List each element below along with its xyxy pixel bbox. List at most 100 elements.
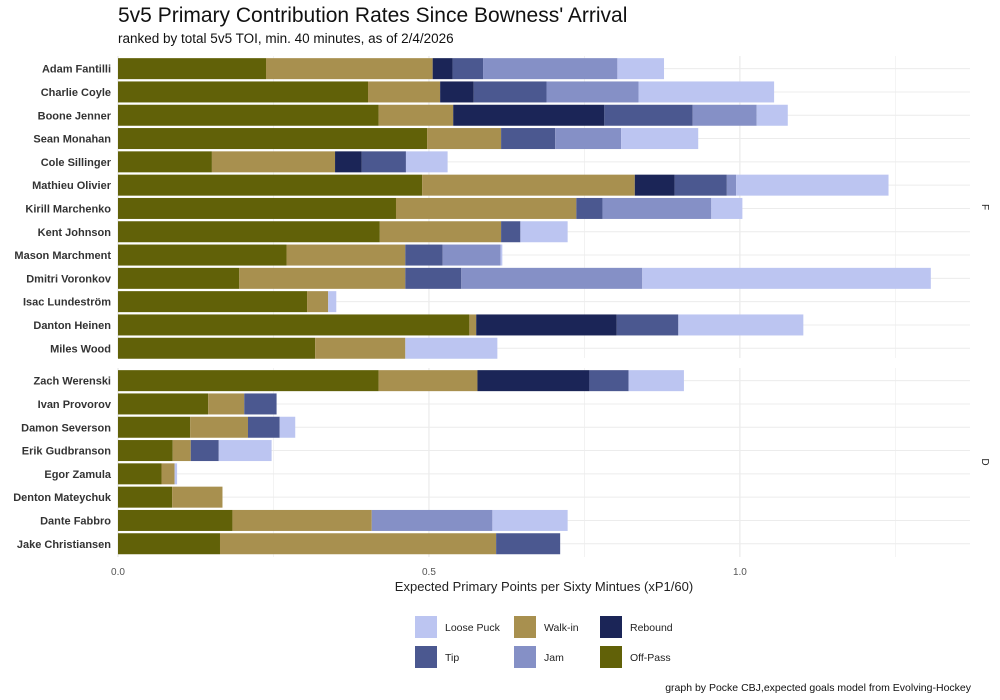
bar-segment-walk-in — [315, 337, 406, 359]
legend-swatch-off-pass — [600, 646, 622, 668]
x-tick-label: 0.5 — [422, 567, 436, 578]
bar-segment-loose-puck — [218, 440, 272, 462]
legend-label: Loose Puck — [445, 622, 501, 634]
player-label: Denton Mateychuk — [13, 492, 112, 504]
bar-segment-jam — [555, 128, 622, 150]
player-label: Dante Fabbro — [40, 515, 111, 527]
bar-segment-walk-in — [161, 463, 175, 485]
bar-segment-loose-puck — [711, 197, 743, 219]
bar-segment-loose-puck — [174, 463, 178, 485]
bar-segment-off-pass — [118, 314, 470, 336]
chart-caption: graph by Pocke CBJ,expected goals model … — [665, 682, 971, 694]
player-label: Charlie Coyle — [41, 87, 111, 99]
bar-segment-walk-in — [172, 440, 191, 462]
bar-segment-off-pass — [118, 128, 428, 150]
player-label: Danton Heinen — [33, 320, 111, 332]
facet-strip-label: D — [979, 458, 990, 465]
bar-segment-loose-puck — [628, 370, 684, 392]
player-label: Zach Werenski — [34, 376, 111, 388]
bar-segment-loose-puck — [279, 416, 296, 438]
bar-segment-walk-in — [211, 151, 336, 173]
bar-segment-rebound — [476, 314, 617, 336]
bar-segment-off-pass — [118, 509, 233, 531]
bar-segment-loose-puck — [642, 267, 931, 289]
bar-segment-tip — [674, 174, 727, 196]
player-label: Cole Sillinger — [41, 157, 112, 169]
bar-segment-walk-in — [307, 291, 329, 313]
x-tick-label: 1.0 — [733, 567, 747, 578]
player-label: Isac Lundeström — [23, 297, 111, 309]
legend-swatch-walk-in — [514, 616, 536, 638]
bar-segment-off-pass — [118, 486, 173, 508]
bar-segment-off-pass — [118, 463, 162, 485]
legend-label: Jam — [544, 652, 564, 664]
bar-segment-walk-in — [232, 509, 372, 531]
bar-segment-loose-puck — [621, 128, 699, 150]
bar-segment-off-pass — [118, 81, 369, 103]
player-label: Adam Fantilli — [42, 64, 111, 76]
bar-segment-walk-in — [378, 104, 454, 126]
bar-segment-off-pass — [118, 151, 212, 173]
bar-segment-jam — [442, 244, 501, 266]
bar-segment-jam — [546, 81, 639, 103]
bar-segment-loose-puck — [678, 314, 804, 336]
bar-segment-walk-in — [219, 533, 497, 555]
bar-segment-jam — [726, 174, 737, 196]
bar-segment-jam — [483, 58, 618, 80]
player-label: Mason Marchment — [14, 250, 111, 262]
player-label: Boone Jenner — [38, 110, 112, 122]
bar-segment-jam — [602, 197, 712, 219]
bar-segment-loose-puck — [756, 104, 788, 126]
bar-segment-off-pass — [118, 197, 396, 219]
bar-segment-jam — [371, 509, 493, 531]
chart-title: 5v5 Primary Contribution Rates Since Bow… — [118, 4, 628, 27]
bar-segment-jam — [461, 267, 643, 289]
bar-segment-loose-puck — [328, 291, 337, 313]
bar-segment-off-pass — [118, 291, 308, 313]
bar-segment-walk-in — [239, 267, 406, 289]
bar-segment-off-pass — [118, 337, 316, 359]
bar-segment-tip — [361, 151, 406, 173]
bar-segment-tip — [405, 267, 462, 289]
player-label: Ivan Provorov — [38, 399, 112, 411]
bar-segment-off-pass — [118, 58, 267, 80]
bar-segment-tip — [576, 197, 603, 219]
bar-segment-off-pass — [118, 533, 220, 555]
bar-segment-walk-in — [378, 370, 478, 392]
bar-segment-walk-in — [379, 221, 502, 243]
player-label: Jake Christiansen — [17, 539, 111, 551]
legend-swatch-loose-puck — [415, 616, 437, 638]
x-tick-label: 0.0 — [111, 567, 125, 578]
bar-segment-rebound — [335, 151, 362, 173]
bar-segment-walk-in — [368, 81, 441, 103]
bar-segment-tip — [496, 533, 561, 555]
bar-segment-off-pass — [118, 174, 423, 196]
bar-segment-off-pass — [118, 267, 240, 289]
bar-segment-loose-puck — [638, 81, 775, 103]
bar-segment-tip — [589, 370, 629, 392]
bar-segment-off-pass — [118, 393, 209, 415]
bar-segment-rebound — [440, 81, 474, 103]
legend-label: Off-Pass — [630, 652, 671, 664]
bar-segment-loose-puck — [405, 337, 498, 359]
bar-segment-rebound — [477, 370, 590, 392]
player-label: Sean Monahan — [33, 134, 111, 146]
player-label: Kent Johnson — [38, 227, 112, 239]
player-label: Dmitri Voronkov — [26, 273, 112, 285]
legend-label: Rebound — [630, 622, 673, 634]
bar-segment-rebound — [634, 174, 675, 196]
bar-segment-walk-in — [208, 393, 245, 415]
bar-segment-loose-puck — [500, 244, 503, 266]
bar-segment-walk-in — [190, 416, 248, 438]
bar-segment-tip — [604, 104, 693, 126]
bar-segment-tip — [616, 314, 679, 336]
bar-segment-off-pass — [118, 440, 173, 462]
bar-segment-walk-in — [395, 197, 577, 219]
bar-segment-tip — [501, 221, 521, 243]
bar-segment-loose-puck — [405, 151, 448, 173]
legend-swatch-rebound — [600, 616, 622, 638]
x-axis-title: Expected Primary Points per Sixty Mintue… — [395, 579, 693, 594]
bar-segment-tip — [244, 393, 277, 415]
bar-segment-walk-in — [286, 244, 406, 266]
